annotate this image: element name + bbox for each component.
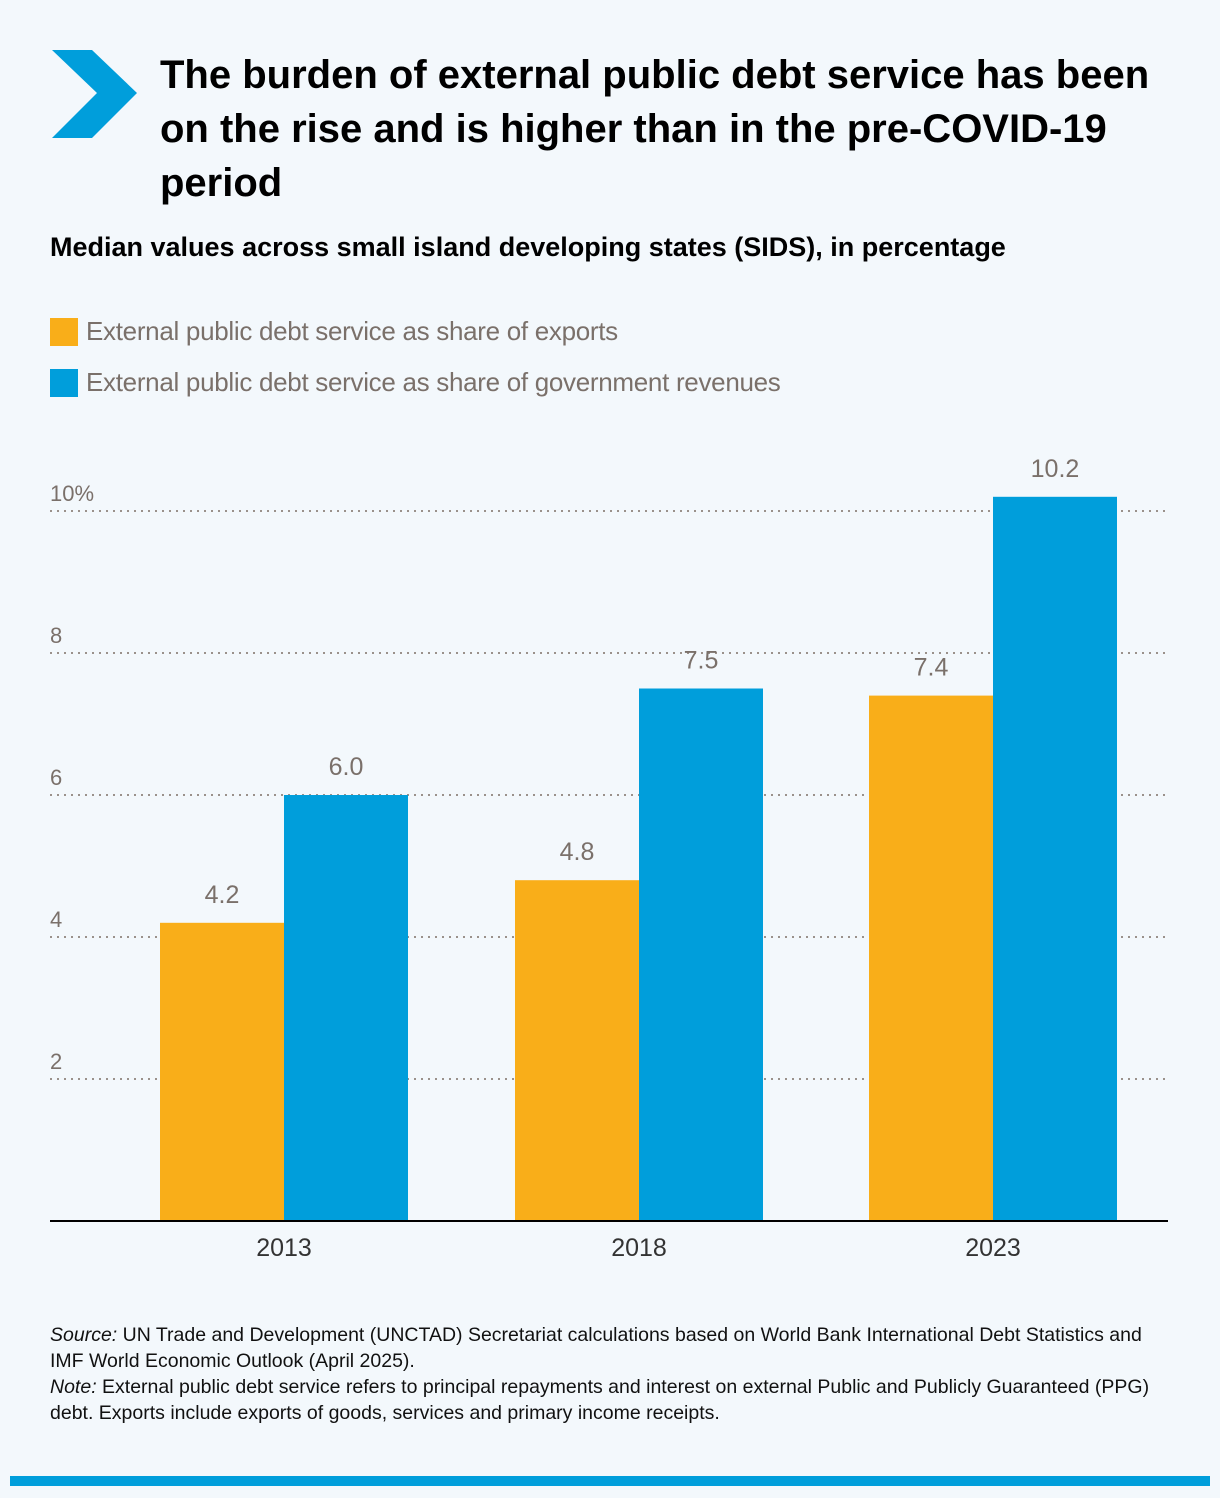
- y-tick-label: 8: [50, 623, 62, 648]
- source-label: Source:: [50, 1324, 118, 1346]
- bar-revenues-2018: [639, 688, 763, 1221]
- chart-title: The burden of external public debt servi…: [160, 53, 1150, 205]
- bar-revenues-2023: [993, 496, 1117, 1221]
- footer-notes: Source: UN Trade and Development (UNCTAD…: [50, 1322, 1180, 1426]
- x-tick-label: 2023: [965, 1234, 1021, 1262]
- y-tick-label: 2: [50, 1049, 62, 1074]
- data-label: 4.2: [205, 881, 240, 909]
- bar-chart: 2 4 6 8 10% 4.2 6.0 2013 4.8 7.5 2018 7.4 10.2 2023: [50, 455, 1168, 1262]
- data-label: 4.8: [560, 838, 595, 866]
- source-text: UN Trade and Development (UNCTAD) Secret…: [50, 1324, 1142, 1372]
- data-label: 10.2: [1031, 455, 1080, 483]
- chart-subtitle: Median values across small island develo…: [50, 232, 1006, 262]
- data-label: 7.5: [684, 647, 719, 675]
- legend-swatch-exports: [50, 317, 78, 346]
- x-tick-label: 2018: [611, 1234, 667, 1262]
- data-label: 6.0: [329, 753, 364, 781]
- y-tick-label: 6: [50, 765, 62, 790]
- x-tick-label: 2013: [256, 1234, 312, 1262]
- legend-label-revenues: External public debt service as share of…: [86, 367, 781, 397]
- note-text: External public debt service refers to p…: [50, 1376, 1150, 1424]
- bar-revenues-2013: [284, 795, 408, 1221]
- note-label: Note:: [50, 1376, 97, 1398]
- y-tick-label: 4: [50, 907, 62, 932]
- bar-exports-2018: [515, 880, 639, 1221]
- chevron-right-icon: [52, 50, 137, 138]
- bar-exports-2013: [160, 922, 284, 1221]
- note: Note: External public debt service refer…: [50, 1374, 1180, 1426]
- bar-exports-2023: [869, 695, 993, 1221]
- bottom-accent-bar: [10, 1476, 1210, 1486]
- legend-swatch-revenues: [50, 368, 78, 397]
- legend-item-revenues: External public debt service as share of…: [50, 367, 781, 398]
- y-tick-label: 10%: [50, 481, 94, 506]
- legend-label-exports: External public debt service as share of…: [86, 316, 618, 346]
- data-label: 7.4: [914, 654, 949, 682]
- legend-item-exports: External public debt service as share of…: [50, 316, 618, 347]
- source-note: Source: UN Trade and Development (UNCTAD…: [50, 1322, 1180, 1374]
